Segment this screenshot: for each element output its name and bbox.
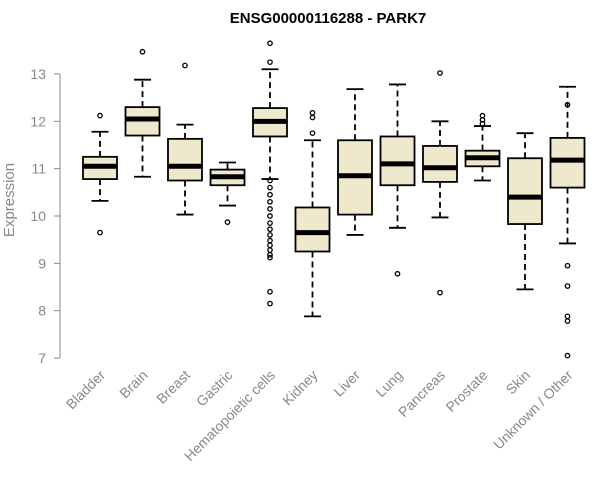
outlier-point xyxy=(267,40,273,47)
box-brain xyxy=(124,48,161,178)
outlier-point xyxy=(267,220,273,226)
x-category-label: Breast xyxy=(153,367,193,407)
x-category-label: Unknown / Other xyxy=(490,367,576,453)
iqr-box xyxy=(294,206,331,253)
x-category-label: Lung xyxy=(372,367,405,400)
y-tick-label: 8 xyxy=(38,303,46,319)
x-category-label: Pancreas xyxy=(395,367,448,420)
box-gastric xyxy=(209,161,246,226)
outlier-point xyxy=(309,130,316,137)
outlier-point xyxy=(564,313,571,320)
y-tick-label: 7 xyxy=(38,350,46,366)
outlier-point xyxy=(267,300,273,307)
iqr-box xyxy=(167,137,203,182)
box-kidney xyxy=(294,109,331,318)
outlier-point xyxy=(267,191,273,198)
box-unknown-other xyxy=(549,85,586,359)
outlier-point xyxy=(267,237,273,244)
outlier-point xyxy=(97,229,103,236)
outlier-point xyxy=(267,251,273,258)
outlier-point xyxy=(309,114,316,121)
outlier-point xyxy=(267,206,273,212)
x-category-label: Prostate xyxy=(442,367,490,415)
outlier-point xyxy=(267,254,273,261)
outlier-point xyxy=(267,226,273,233)
outlier-point xyxy=(564,352,571,359)
y-axis-label: Expression xyxy=(1,163,18,237)
box-skin xyxy=(507,132,543,291)
outlier-point xyxy=(224,219,231,226)
outlier-point xyxy=(479,120,486,127)
y-tick-label: 10 xyxy=(30,208,46,224)
outlier-point xyxy=(139,48,146,55)
y-axis: 7 8 9 10 11 12 13 xyxy=(30,66,61,366)
x-category-label: Skin xyxy=(503,367,534,398)
outlier-point xyxy=(564,262,571,269)
outlier-point xyxy=(182,62,188,69)
y-tick-label: 9 xyxy=(38,255,46,271)
box-lung xyxy=(379,83,416,277)
outlier-point xyxy=(437,70,443,76)
box-pancreas xyxy=(422,70,458,296)
outlier-point xyxy=(267,177,273,184)
outlier-point xyxy=(267,213,273,219)
box-breast xyxy=(167,62,203,216)
outlier-point xyxy=(267,232,273,238)
outlier-point xyxy=(267,198,273,205)
outlier-point xyxy=(267,247,273,253)
outlier-point xyxy=(309,109,316,116)
x-category-label: Bladder xyxy=(63,367,109,413)
chart-title: ENSG00000116288 - PARK7 xyxy=(230,10,427,27)
outlier-point xyxy=(97,112,103,119)
x-category-label: Brain xyxy=(116,367,150,401)
outlier-point xyxy=(267,288,273,295)
y-tick-label: 11 xyxy=(31,161,46,177)
outlier-point xyxy=(564,283,571,289)
box-bladder xyxy=(82,112,118,236)
iqr-box xyxy=(379,135,416,187)
y-tick-label: 12 xyxy=(30,113,46,129)
outlier-point xyxy=(394,270,401,277)
x-category-label: Liver xyxy=(330,367,363,400)
outlier-point xyxy=(437,289,443,296)
boxes-group xyxy=(82,40,586,359)
outlier-point xyxy=(564,101,571,108)
y-tick-label: 13 xyxy=(30,66,46,82)
x-category-label: Kidney xyxy=(279,367,321,409)
outlier-point xyxy=(267,184,273,191)
iqr-box xyxy=(422,145,458,183)
outlier-point xyxy=(267,242,273,249)
box-prostate xyxy=(464,112,501,182)
iqr-box xyxy=(507,157,543,225)
outlier-point xyxy=(564,318,571,324)
box-hematopoietic-cells xyxy=(252,40,288,307)
box-liver xyxy=(337,88,373,236)
outlier-point xyxy=(267,59,273,66)
iqr-box xyxy=(549,136,586,189)
